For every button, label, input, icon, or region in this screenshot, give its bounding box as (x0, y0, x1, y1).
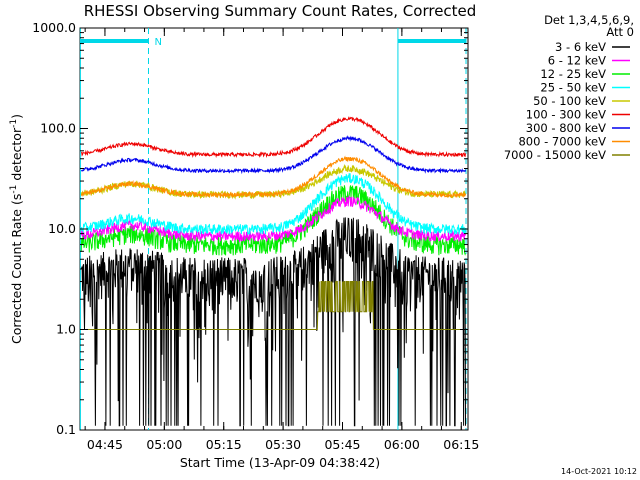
series-line (80, 173, 466, 236)
y-tick-label: 100.0 (40, 121, 76, 136)
chart-title: RHESSI Observing Summary Count Rates, Co… (84, 2, 477, 20)
legend-entry-label: 50 - 100 keV (533, 94, 606, 108)
series-line (81, 281, 466, 330)
y-tick-label: 1.0 (56, 322, 76, 337)
x-tick-label: 05:15 (206, 437, 242, 452)
x-tick-label: 04:45 (87, 437, 123, 452)
legend-entry-label: 3 - 6 keV (555, 40, 606, 54)
x-tick-label: 06:00 (384, 437, 420, 452)
series-line (80, 155, 466, 199)
legend-header-line-1: Det 1,3,4,5,6,9, (544, 13, 634, 27)
y-axis-label: Corrected Count Rate (s-1 detector-1) (9, 114, 24, 344)
x-tick-label: 05:45 (324, 437, 360, 452)
saa-flag-label: N (154, 37, 161, 48)
series-line (80, 135, 466, 175)
series-line (80, 116, 466, 159)
legend-entry-label: 300 - 800 keV (526, 121, 606, 135)
y-tick-label: 10.0 (48, 221, 76, 236)
legend-entry-label: 800 - 7000 keV (518, 135, 606, 149)
legend-entry-label: 12 - 25 keV (540, 67, 606, 81)
render-timestamp: 14-Oct-2021 10:12 (561, 467, 637, 476)
x-axis-label: Start Time (13-Apr-09 04:38:42) (180, 455, 380, 470)
legend-entry-label: 7000 - 15000 keV (504, 148, 606, 162)
legend-entry-label: 25 - 50 keV (540, 81, 606, 95)
series-layer (80, 116, 466, 427)
x-tick-label: 06:15 (443, 437, 479, 452)
legend-entry-label: 100 - 300 keV (526, 108, 606, 122)
legend-header-line-2: Att 0 (606, 25, 634, 39)
y-tick-label: 1000.0 (32, 20, 76, 35)
legend-entry-label: 6 - 12 keV (548, 54, 606, 68)
axis-layer: 1000.0 100.0 10.0 1.0 0.1 04:45 05:00 05:15 05:3… (32, 20, 479, 452)
y-tick-label: 0.1 (56, 422, 76, 437)
x-tick-label: 05:00 (146, 437, 182, 452)
x-tick-label: 05:30 (265, 437, 301, 452)
series-line (80, 217, 466, 427)
series-line (80, 194, 466, 243)
